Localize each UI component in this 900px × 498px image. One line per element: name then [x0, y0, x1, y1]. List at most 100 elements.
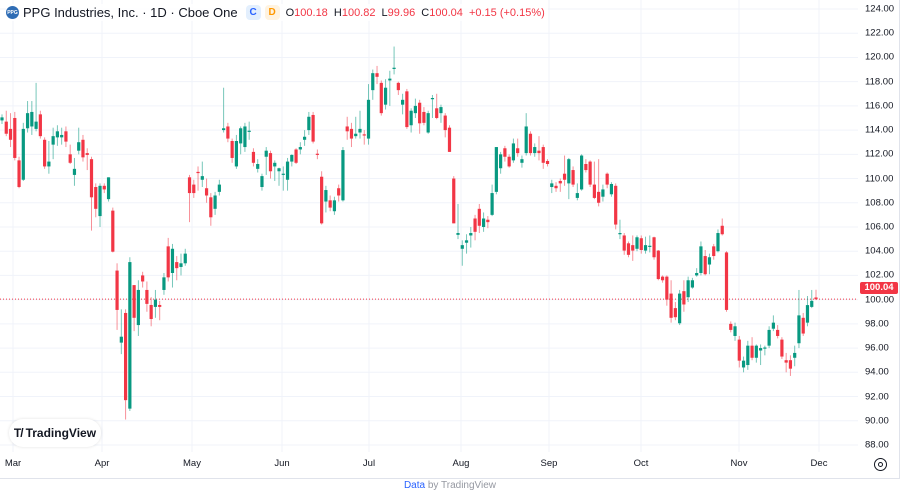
candle-down: [422, 111, 426, 123]
candle-down: [226, 126, 230, 139]
candle-down: [349, 128, 354, 139]
price-tick-label: 104.00: [865, 245, 895, 257]
candle-up: [200, 176, 204, 180]
candle-down: [17, 160, 21, 188]
month-tick-label: Dec: [810, 458, 828, 469]
candle-down: [375, 73, 379, 77]
candle-up: [307, 116, 311, 131]
candle-up: [162, 277, 166, 290]
candle-up: [51, 136, 55, 145]
candle-up: [239, 128, 243, 144]
candle-up: [430, 98, 435, 100]
candle-up: [354, 133, 358, 137]
footer: Data by TradingView: [0, 480, 900, 491]
candle-down: [362, 134, 366, 136]
candle-up: [439, 107, 443, 114]
candle-down: [516, 148, 520, 154]
candle-down: [724, 252, 729, 310]
candle-up: [520, 159, 524, 163]
footer-text: by TradingView: [427, 480, 497, 491]
candle-down: [38, 114, 42, 137]
high-label: H: [333, 6, 342, 19]
candle-down: [584, 164, 588, 171]
candle-down: [328, 200, 332, 208]
candle-up: [256, 164, 260, 169]
candle-up: [763, 347, 767, 349]
candle-down: [507, 156, 511, 167]
candle-down: [192, 184, 196, 194]
candle-down: [85, 153, 89, 155]
price-tick-label: 100.00: [865, 294, 895, 306]
candle-up: [358, 128, 362, 133]
candle-down: [720, 225, 724, 235]
candle-up: [771, 322, 775, 329]
candle-down: [571, 170, 575, 185]
candle-up: [290, 154, 294, 162]
candle-up: [170, 248, 175, 273]
candle-down: [68, 154, 72, 163]
candle-up: [179, 263, 183, 267]
tradingview-logo-icon: T/: [13, 426, 24, 440]
candle-down: [665, 276, 669, 300]
candle-up: [298, 147, 302, 150]
candle-down: [545, 160, 550, 165]
candlestick-plot[interactable]: [0, 0, 858, 452]
data-link[interactable]: Data: [403, 480, 426, 491]
candle-up: [260, 176, 264, 188]
candle-up: [217, 184, 221, 192]
candle-down: [132, 285, 136, 318]
candle-down: [435, 108, 439, 118]
candle-up: [25, 113, 30, 129]
candle-down: [669, 293, 673, 318]
candle-down: [13, 117, 17, 158]
month-tick-label: Sep: [540, 458, 558, 469]
candle-down: [541, 147, 545, 163]
candle-down: [477, 208, 481, 226]
candle-up: [72, 168, 77, 175]
candle-down: [622, 235, 626, 251]
candle-down: [145, 289, 149, 304]
candle-down: [230, 140, 234, 158]
candle-down: [418, 102, 422, 124]
candle-down: [209, 197, 213, 218]
price-tick-label: 94.00: [865, 366, 889, 378]
candle-up: [401, 99, 405, 105]
price-tick-label: 112.00: [865, 148, 894, 160]
price-tick-label: 114.00: [865, 124, 894, 136]
candle-down: [554, 185, 558, 189]
candle-up: [243, 126, 247, 148]
candle-down: [115, 270, 119, 310]
settings-icon[interactable]: [874, 458, 887, 471]
candle-down: [673, 308, 677, 318]
candle-up: [511, 143, 516, 161]
price-tick-label: 96.00: [865, 342, 889, 354]
candle-up: [277, 168, 281, 172]
candle-up: [119, 336, 123, 343]
candle-down: [268, 153, 273, 172]
d-badge[interactable]: D: [264, 5, 280, 20]
candle-up: [98, 185, 102, 217]
candle-up: [741, 360, 746, 368]
month-tick-label: Aug: [452, 458, 470, 469]
symbol-title[interactable]: PPG Industries, Inc. · 1D · Cboe One: [23, 5, 238, 20]
price-tick-label: 88.00: [865, 439, 889, 451]
candle-up: [797, 315, 801, 344]
tradingview-watermark[interactable]: T/ TradingView: [9, 419, 101, 447]
candle-up: [456, 233, 460, 235]
candle-up: [106, 177, 111, 200]
candle-down: [703, 256, 707, 275]
candle-up: [707, 257, 712, 265]
candle-up: [499, 154, 503, 169]
candle-down: [166, 246, 170, 278]
candle-up: [648, 245, 652, 247]
candle-up: [716, 233, 720, 252]
candle-up: [758, 348, 763, 351]
month-tick-label: Mar: [4, 458, 22, 469]
candle-up: [469, 233, 473, 236]
candle-down: [149, 304, 153, 320]
candle-down: [123, 312, 128, 401]
moon-c-badge[interactable]: C: [245, 5, 261, 20]
candle-down: [814, 297, 818, 300]
candle-up: [30, 111, 34, 127]
candle-up: [767, 329, 771, 346]
